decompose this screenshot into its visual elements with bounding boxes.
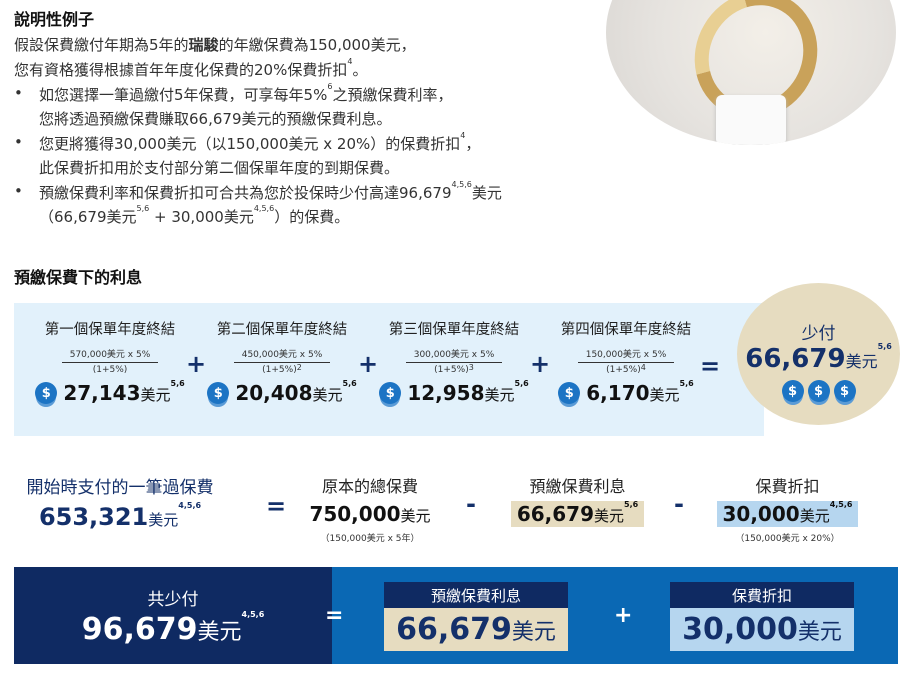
dollar-coin-icon: $ — [379, 382, 402, 404]
year-4-column: 第四個保單年度終結 150,000美元 x 5% (1+5%)4 $6,170美元… — [546, 318, 706, 405]
equals-sign: = — [325, 603, 344, 628]
original-total-premium: 原本的總保費 750,000美元 （150,000美元 x 5年） — [309, 477, 431, 544]
pedestal — [716, 95, 786, 145]
dollar-coin-icon: $ — [807, 380, 830, 402]
gold-swirl-image — [606, 0, 896, 145]
bullet-3: • 預繳保費利率和保費折扣可合共為您於投保時少付高達96,6794,5,6美元 … — [14, 180, 502, 226]
intro-line-2: 您有資格獲得根據首年年度化保費的20%保費折扣4。 — [14, 57, 368, 79]
equals-sign: = — [700, 352, 721, 380]
total-savings-box: 共少付 96,679美元4,5,6 — [14, 567, 332, 664]
page-title: 說明性例子 — [14, 10, 95, 29]
year-2-column: 第二個保單年度終結 450,000美元 x 5% (1+5%)2 $20,408美… — [202, 318, 362, 405]
interest-panel — [14, 303, 764, 436]
section-heading: 預繳保費下的利息 — [14, 268, 143, 287]
bullet-1: • 如您選擇一筆過繳付5年保費，可享每年5%6之預繳保費利率， 您將透過預繳保費… — [14, 82, 453, 128]
bullet-2: • 您更將獲得30,000美元（以150,000美元 x 20%）的保費折扣4，… — [14, 131, 481, 177]
minus-sign: - — [466, 490, 476, 518]
dollar-coin-icon: $ — [558, 382, 581, 404]
dollar-coin-icon: $ — [207, 382, 230, 404]
plus-sign: + — [614, 603, 633, 628]
total-interest-circle: 少付 66,679美元5,6 $ $ $ — [737, 283, 900, 425]
plus-sign: + — [186, 350, 207, 378]
dollar-coin-icon: $ — [35, 382, 58, 404]
equals-sign: = — [266, 492, 287, 520]
premium-discount: 保費折扣 30,000美元4,5,6 （150,000美元 x 20%） — [705, 473, 870, 544]
intro-line-1: 假設保費繳付年期為5年的瑞駿的年繳保費為150,000美元， — [14, 36, 416, 54]
lump-sum-premium: 開始時支付的一筆過保費 653,321美元4,5,6 — [26, 478, 214, 531]
formula: 570,000美元 x 5% (1+5%) — [62, 347, 158, 375]
dollar-coin-icon: $ — [781, 380, 804, 402]
year-1-column: 第一個保單年度終結 570,000美元 x 5% (1+5%) $27,143美元… — [30, 318, 190, 405]
plus-sign: + — [530, 350, 551, 378]
dollar-coin-icon: $ — [833, 380, 856, 402]
year-3-column: 第三個保單年度終結 300,000美元 x 5% (1+5%)3 $12,958美… — [374, 318, 534, 405]
band-interest-box: 預繳保費利息 66,679美元 — [384, 582, 568, 651]
band-discount-box: 保費折扣 30,000美元 — [670, 582, 854, 651]
minus-sign: - — [674, 490, 684, 518]
plus-sign: + — [358, 350, 379, 378]
prepayment-interest: 預繳保費利息 66,679美元5,6 — [495, 473, 660, 527]
